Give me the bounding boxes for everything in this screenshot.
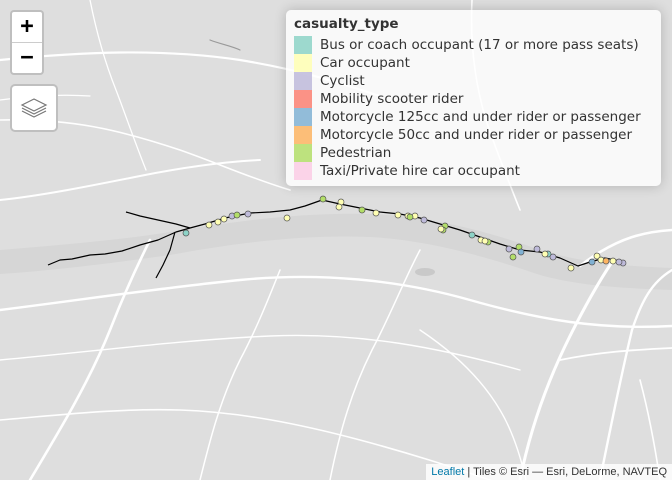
casualty-marker[interactable]	[358, 206, 366, 214]
legend-swatch	[294, 126, 312, 144]
legend-item: Bus or coach occupant (17 or more pass s…	[294, 36, 653, 54]
legend-item: Pedestrian	[294, 144, 653, 162]
casualty-marker[interactable]	[214, 218, 222, 226]
tiles-credit: | Tiles © Esri — Esri, DeLorme, NAVTEQ	[464, 466, 667, 478]
casualty-marker[interactable]	[533, 245, 541, 253]
layers-control-button[interactable]	[10, 84, 58, 132]
legend-item: Car occupant	[294, 54, 653, 72]
casualty-marker[interactable]	[205, 221, 213, 229]
casualty-marker[interactable]	[593, 252, 601, 260]
legend-label: Bus or coach occupant (17 or more pass s…	[320, 37, 639, 53]
casualty-marker[interactable]	[602, 257, 610, 265]
leaflet-link[interactable]: Leaflet	[431, 466, 465, 478]
legend-swatch	[294, 144, 312, 162]
zoom-control: + −	[10, 10, 44, 75]
legend-swatch	[294, 72, 312, 90]
casualty-marker[interactable]	[509, 253, 517, 261]
legend-item: Taxi/Private hire car occupant	[294, 162, 653, 180]
legend-item: Motorcycle 50cc and under rider or passe…	[294, 126, 653, 144]
casualty-marker[interactable]	[220, 215, 228, 223]
casualty-marker[interactable]	[588, 258, 596, 266]
legend-label: Motorcycle 125cc and under rider or pass…	[320, 109, 641, 125]
legend-item: Mobility scooter rider	[294, 90, 653, 108]
attribution: Leaflet | Tiles © Esri — Esri, DeLorme, …	[426, 464, 672, 480]
casualty-marker[interactable]	[335, 203, 343, 211]
casualty-marker[interactable]	[468, 231, 476, 239]
casualty-marker[interactable]	[244, 210, 252, 218]
casualty-marker[interactable]	[505, 245, 513, 253]
casualty-marker[interactable]	[541, 250, 549, 258]
casualty-marker[interactable]	[567, 264, 575, 272]
legend-swatch	[294, 108, 312, 126]
casualty-marker[interactable]	[233, 211, 241, 219]
casualty-marker[interactable]	[481, 237, 489, 245]
casualty-marker[interactable]	[549, 253, 557, 261]
casualty-marker[interactable]	[283, 214, 291, 222]
legend-swatch	[294, 54, 312, 72]
casualty-marker[interactable]	[406, 213, 414, 221]
legend-items: Bus or coach occupant (17 or more pass s…	[294, 36, 653, 180]
legend-label: Mobility scooter rider	[320, 91, 464, 107]
casualty-marker[interactable]	[615, 258, 623, 266]
legend-label: Motorcycle 50cc and under rider or passe…	[320, 127, 633, 143]
legend-label: Pedestrian	[320, 145, 392, 161]
legend-label: Taxi/Private hire car occupant	[320, 163, 520, 179]
legend-swatch	[294, 162, 312, 180]
casualty-marker[interactable]	[420, 216, 428, 224]
layers-icon	[20, 98, 48, 118]
casualty-marker[interactable]	[517, 248, 525, 256]
legend: casualty_type Bus or coach occupant (17 …	[286, 10, 661, 186]
legend-label: Car occupant	[320, 55, 410, 71]
legend-item: Motorcycle 125cc and under rider or pass…	[294, 108, 653, 126]
casualty-marker[interactable]	[182, 229, 190, 237]
casualty-points[interactable]	[182, 195, 627, 272]
legend-swatch	[294, 36, 312, 54]
zoom-out-button[interactable]: −	[12, 42, 42, 73]
legend-title: casualty_type	[294, 16, 399, 32]
legend-label: Cyclist	[320, 73, 365, 89]
casualty-marker[interactable]	[437, 225, 445, 233]
legend-item: Cyclist	[294, 72, 653, 90]
casualty-marker[interactable]	[319, 195, 327, 203]
casualty-marker[interactable]	[609, 257, 617, 265]
casualty-marker[interactable]	[394, 211, 402, 219]
legend-swatch	[294, 90, 312, 108]
water-layer	[0, 213, 672, 290]
zoom-in-button[interactable]: +	[20, 14, 34, 39]
casualty-marker[interactable]	[372, 209, 380, 217]
